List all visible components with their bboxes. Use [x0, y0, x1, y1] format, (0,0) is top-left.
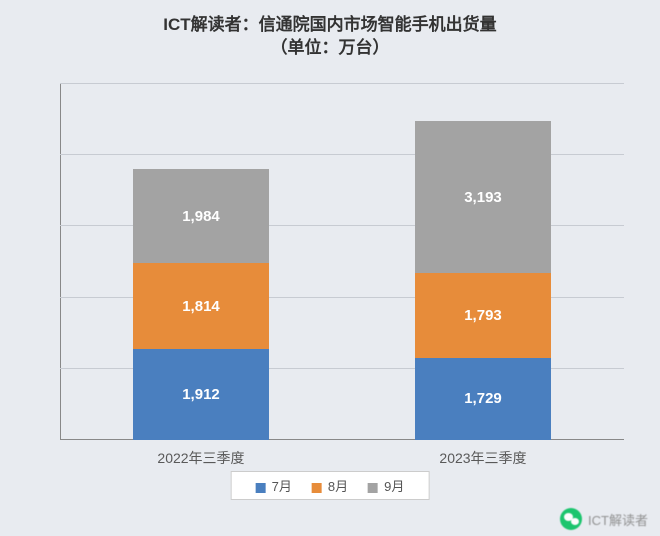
data-label: 1,729 — [464, 390, 502, 407]
bar-group: 1,9121,8141,9842022年三季度 — [133, 169, 268, 440]
legend-item: 7月 — [256, 476, 292, 495]
legend-label: 7月 — [272, 479, 292, 494]
data-label: 3,193 — [464, 189, 502, 206]
bar-group: 1,7291,7933,1932023年三季度 — [415, 121, 550, 440]
legend-item: 8月 — [312, 476, 348, 495]
legend-swatch — [312, 483, 322, 493]
bar-segment: 1,912 — [133, 349, 268, 440]
legend-swatch — [368, 483, 378, 493]
plot-area: 1,9121,8141,9842022年三季度1,7291,7933,19320… — [60, 84, 624, 440]
x-axis-label: 2023年三季度 — [348, 448, 619, 468]
data-label: 1,793 — [464, 307, 502, 324]
gridline — [60, 83, 624, 84]
x-axis-label: 2022年三季度 — [66, 448, 337, 468]
bar-segment: 3,193 — [415, 121, 550, 273]
data-label: 1,814 — [182, 298, 220, 315]
chart-title: ICT解读者：信通院国内市场智能手机出货量 （单位：万台） — [20, 14, 640, 60]
title-line-2: （单位：万台） — [20, 37, 640, 60]
legend-item: 9月 — [368, 476, 404, 495]
bar-segment: 1,729 — [415, 358, 550, 440]
bar-segment: 1,814 — [133, 263, 268, 349]
y-axis-line — [60, 84, 61, 440]
legend-swatch — [256, 483, 266, 493]
data-label: 1,984 — [182, 208, 220, 225]
bar-segment: 1,984 — [133, 169, 268, 263]
watermark-text: ICT解读者 — [588, 510, 648, 529]
wechat-icon — [560, 508, 582, 530]
legend-label: 8月 — [328, 479, 348, 494]
watermark: ICT解读者 — [560, 508, 648, 530]
legend-label: 9月 — [384, 479, 404, 494]
bar-segment: 1,793 — [415, 273, 550, 358]
data-label: 1,912 — [182, 386, 220, 403]
legend: 7月 8月 9月 — [231, 471, 430, 500]
title-line-1: ICT解读者：信通院国内市场智能手机出货量 — [20, 14, 640, 37]
